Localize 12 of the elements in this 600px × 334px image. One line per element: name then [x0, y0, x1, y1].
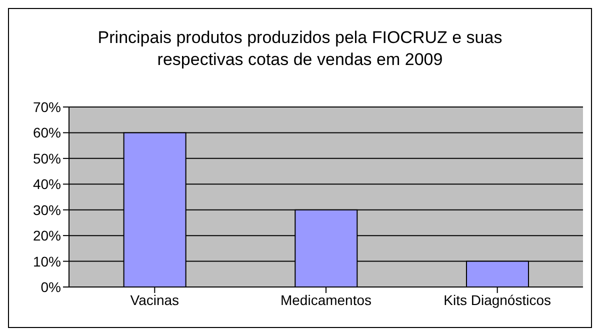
chart-title: Principais produtos produzidos pela FIOCRUZ e suas respectivas cotas de vendas em 2009 [96, 27, 504, 71]
y-tick-label: 50% [32, 150, 61, 166]
y-tick-label: 60% [32, 124, 61, 141]
y-tick-label: 40% [32, 176, 61, 192]
x-tick-label: Kits Diagnósticos [444, 292, 552, 308]
x-tick-label: Medicamentos [280, 292, 372, 308]
y-tick-label: 10% [32, 253, 61, 270]
x-tick-label: Vacinas [130, 292, 180, 308]
y-tick-label: 20% [32, 228, 61, 244]
y-tick-label: 30% [32, 202, 61, 218]
y-tick-label: 70% [32, 98, 61, 115]
y-tick-label: 0% [40, 278, 61, 295]
